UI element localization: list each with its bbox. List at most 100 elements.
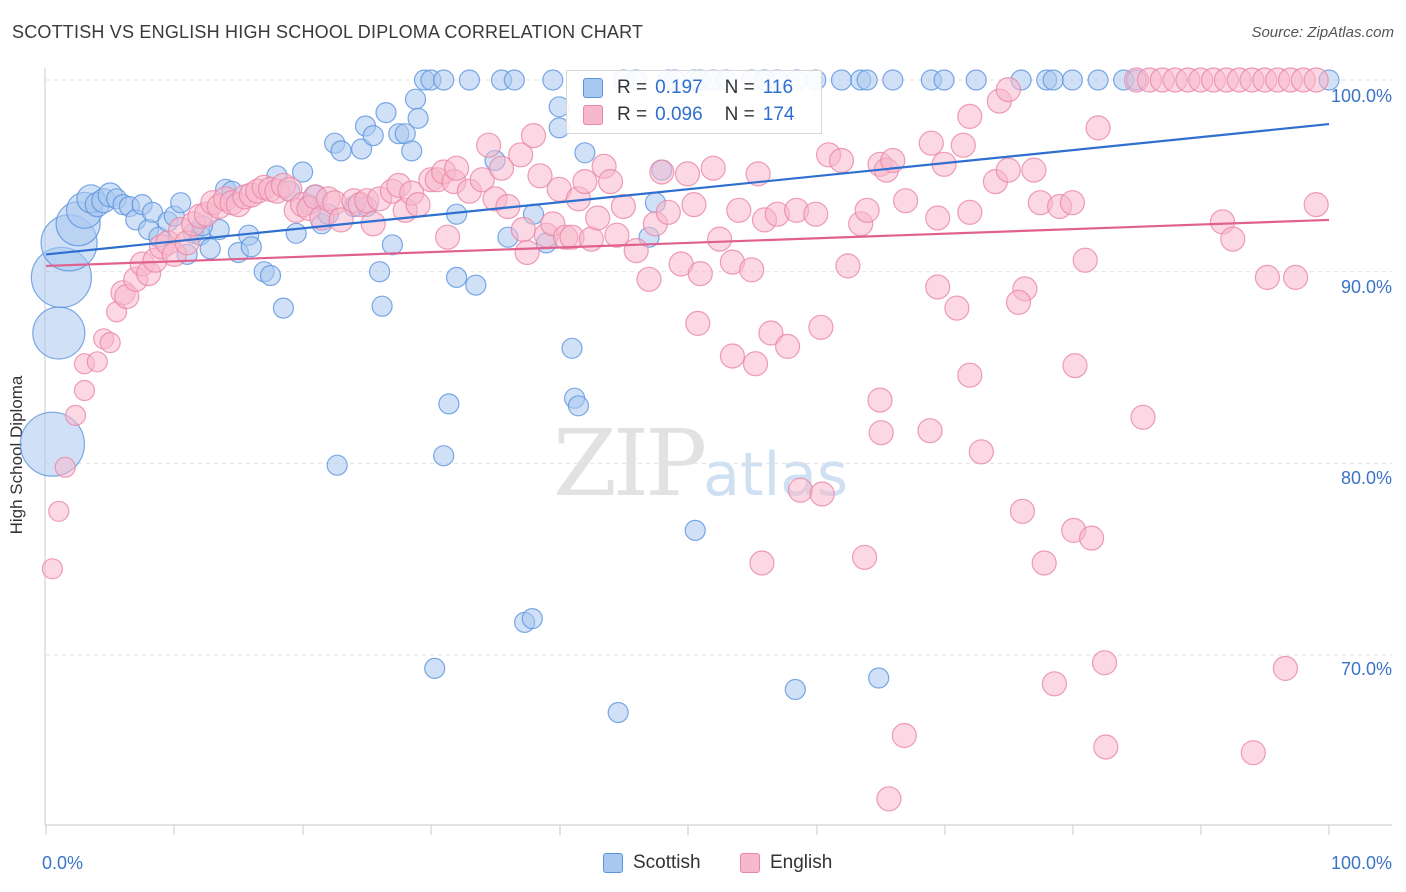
english-point <box>1091 650 1118 676</box>
english-point <box>957 362 983 388</box>
english-point <box>86 351 108 373</box>
scottish-legend-label: Scottish <box>633 852 701 873</box>
english-point <box>649 159 675 185</box>
english-point <box>585 205 611 231</box>
scottish-point <box>438 393 460 415</box>
english-point <box>527 163 553 189</box>
english-point <box>726 197 752 223</box>
scottish-point <box>1061 69 1084 91</box>
english-point <box>892 188 919 214</box>
scottish-point <box>424 657 446 680</box>
english-point <box>957 103 983 130</box>
scottish-point <box>1087 69 1109 91</box>
scottish-point <box>433 445 455 467</box>
legend-r-label: R = <box>617 77 648 98</box>
scottish-point <box>362 125 384 147</box>
axes <box>44 68 1392 835</box>
english-legend-swatch <box>740 853 760 873</box>
english-point <box>405 192 431 218</box>
scottish-point <box>369 261 391 283</box>
english-point <box>1062 353 1088 379</box>
english-point <box>925 205 951 231</box>
english-point <box>995 76 1021 103</box>
scottish-point <box>856 69 878 91</box>
english-point <box>488 155 515 181</box>
english-point <box>918 130 944 156</box>
english-point <box>809 481 835 507</box>
english-point <box>1130 404 1156 430</box>
bottom-legend-scottish[interactable]: Scottish <box>603 852 701 874</box>
scottish-point <box>784 678 806 701</box>
scottish-point <box>32 306 86 360</box>
english-point <box>1041 671 1068 697</box>
x-tick-label-min: 0.0% <box>42 853 84 873</box>
english-point <box>435 224 461 250</box>
english-point <box>597 169 624 195</box>
english-point <box>828 147 855 174</box>
legend-row-scottish: R = 0.197 N = 116 <box>583 76 793 100</box>
scottish-legend-swatch <box>603 853 623 873</box>
legend-r-value-scottish: 0.197 <box>655 77 703 98</box>
english-point <box>803 201 829 227</box>
scottish-point <box>240 236 262 258</box>
x-tick-label-max: 100.0% <box>1330 853 1392 873</box>
english-point <box>508 142 534 168</box>
english-point <box>54 456 76 478</box>
scottish-point <box>868 667 890 689</box>
english-point <box>880 147 906 174</box>
english-point <box>636 266 662 292</box>
legend-n-value-scottish: 116 <box>762 77 794 98</box>
english-point <box>520 123 547 149</box>
english-point <box>99 332 121 354</box>
y-tick-label-90: 90.0% <box>1340 277 1392 297</box>
scottish-point <box>933 69 955 91</box>
scottish-point <box>542 69 564 91</box>
scottish-point <box>326 454 348 476</box>
scottish-point <box>503 69 525 91</box>
scottish-trend-line <box>45 122 1330 256</box>
english-point <box>469 167 495 193</box>
english-point <box>73 379 96 402</box>
english-point <box>1303 192 1329 218</box>
english-point <box>774 333 801 359</box>
english-point <box>835 253 861 279</box>
scottish-point <box>830 69 853 91</box>
scottish-point <box>404 88 427 110</box>
english-point <box>867 387 893 413</box>
english-point <box>514 239 540 266</box>
chart-source: Source: ZipAtlas.com <box>1251 24 1394 41</box>
english-trend-line <box>45 218 1330 268</box>
english-point <box>41 558 64 580</box>
english-point <box>685 310 711 336</box>
english-points <box>41 67 1329 812</box>
english-point <box>891 722 917 749</box>
legend-r-label: R = <box>617 104 648 125</box>
english-point <box>706 226 733 252</box>
scottish-point <box>259 264 282 287</box>
bottom-legend-english[interactable]: English <box>740 852 832 874</box>
english-point <box>572 169 598 195</box>
watermark: ZIPatlas <box>553 410 848 517</box>
english-point <box>854 197 880 223</box>
english-point <box>787 477 814 503</box>
english-point <box>968 439 994 465</box>
english-point <box>758 320 784 346</box>
scottish-point <box>607 701 629 724</box>
english-point <box>1005 289 1032 315</box>
scottish-point <box>407 107 429 129</box>
scottish-point <box>521 607 543 630</box>
english-point <box>1254 264 1281 290</box>
english-point <box>604 222 630 248</box>
scottish-point <box>199 238 221 260</box>
english-point <box>64 404 87 426</box>
english-point <box>1009 498 1036 524</box>
english-point <box>655 199 681 225</box>
scottish-point <box>272 297 294 319</box>
english-point <box>700 155 726 181</box>
english-point <box>995 157 1021 183</box>
scottish-point <box>351 138 373 160</box>
scottish-point <box>381 234 403 256</box>
legend-n-value-english: 174 <box>762 104 795 125</box>
english-point <box>1282 264 1309 290</box>
english-point <box>957 199 983 225</box>
